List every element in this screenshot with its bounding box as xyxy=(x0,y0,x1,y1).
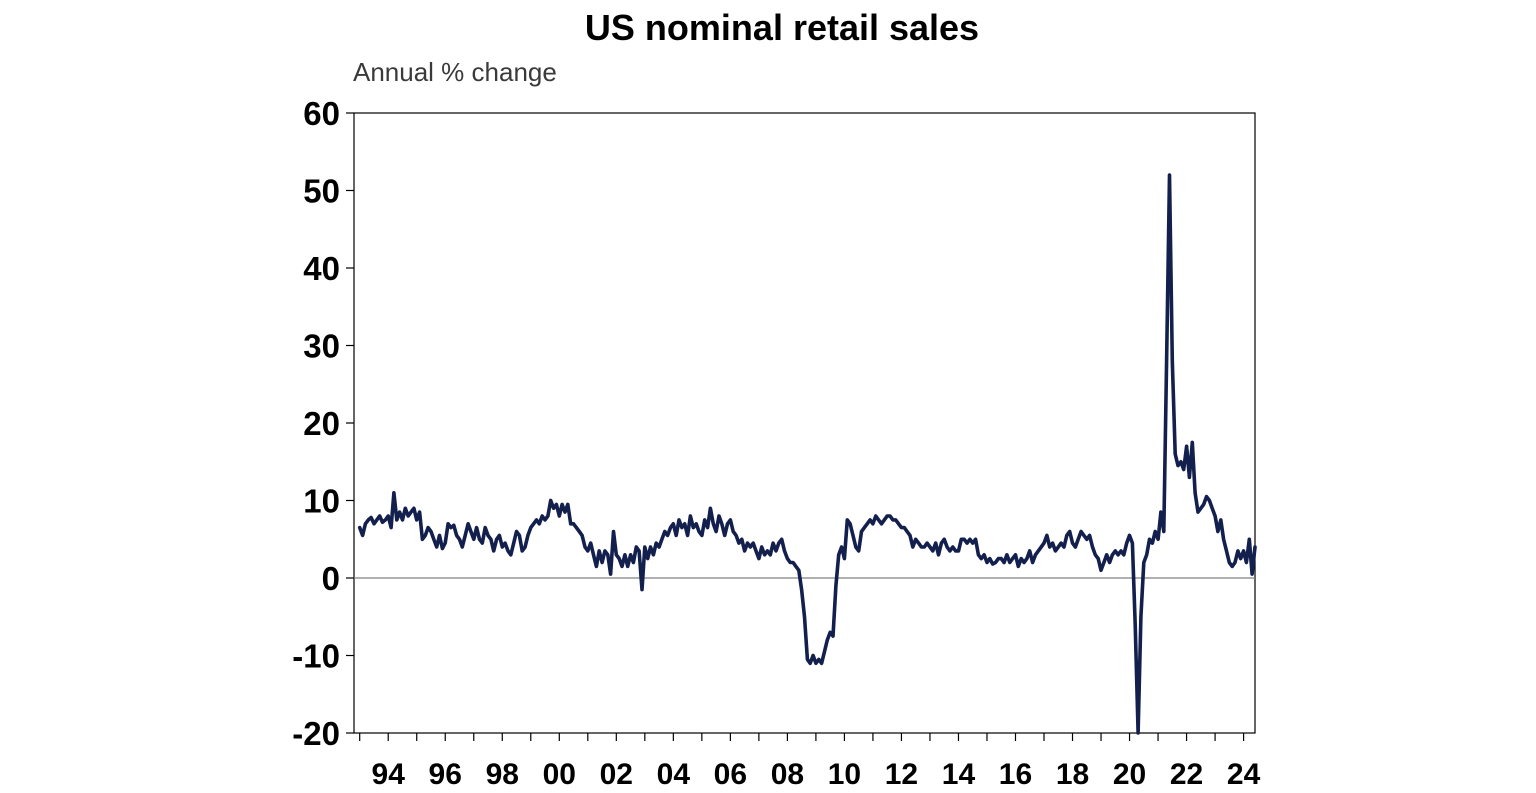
x-tick-label: 12 xyxy=(885,758,918,791)
plot-frame xyxy=(353,112,1256,734)
y-tick-label: 30 xyxy=(303,328,340,365)
x-tick-label: 18 xyxy=(1056,758,1089,791)
x-tick-label: 14 xyxy=(942,758,976,791)
series-line-0 xyxy=(357,173,1257,735)
y-tick-label: 10 xyxy=(303,483,340,520)
plot-area xyxy=(353,112,1257,735)
y-tick-label: 0 xyxy=(322,560,340,597)
y-axis-ticks: -20 -10 0 10 20 30 40 50 60 xyxy=(292,95,354,752)
x-tick-label: 08 xyxy=(771,758,804,791)
x-tick-label: 02 xyxy=(600,758,633,791)
x-tick-label: 16 xyxy=(999,758,1032,791)
chart-title: US nominal retail sales xyxy=(585,7,979,48)
x-tick-label: 98 xyxy=(486,758,519,791)
chart-subtitle: Annual % change xyxy=(353,57,557,87)
x-tick-label: 22 xyxy=(1170,758,1203,791)
x-axis-ticks: 94 96 98 00 02 04 06 08 10 12 14 16 18 20 22 24 xyxy=(359,733,1261,791)
y-tick-label: 20 xyxy=(303,405,340,442)
x-tick-label: 96 xyxy=(429,758,462,791)
y-tick-label: -20 xyxy=(292,715,340,752)
x-tick-label: 24 xyxy=(1227,758,1261,791)
y-tick-label: 60 xyxy=(303,95,340,132)
x-tick-label: 04 xyxy=(657,758,691,791)
x-tick-label: 00 xyxy=(543,758,576,791)
y-tick-label: -10 xyxy=(292,638,340,675)
x-tick-label: 94 xyxy=(372,758,406,791)
x-tick-label: 06 xyxy=(714,758,747,791)
x-tick-label: 20 xyxy=(1113,758,1146,791)
y-tick-label: 40 xyxy=(303,250,340,287)
y-tick-label: 50 xyxy=(303,173,340,210)
x-tick-label: 10 xyxy=(828,758,861,791)
